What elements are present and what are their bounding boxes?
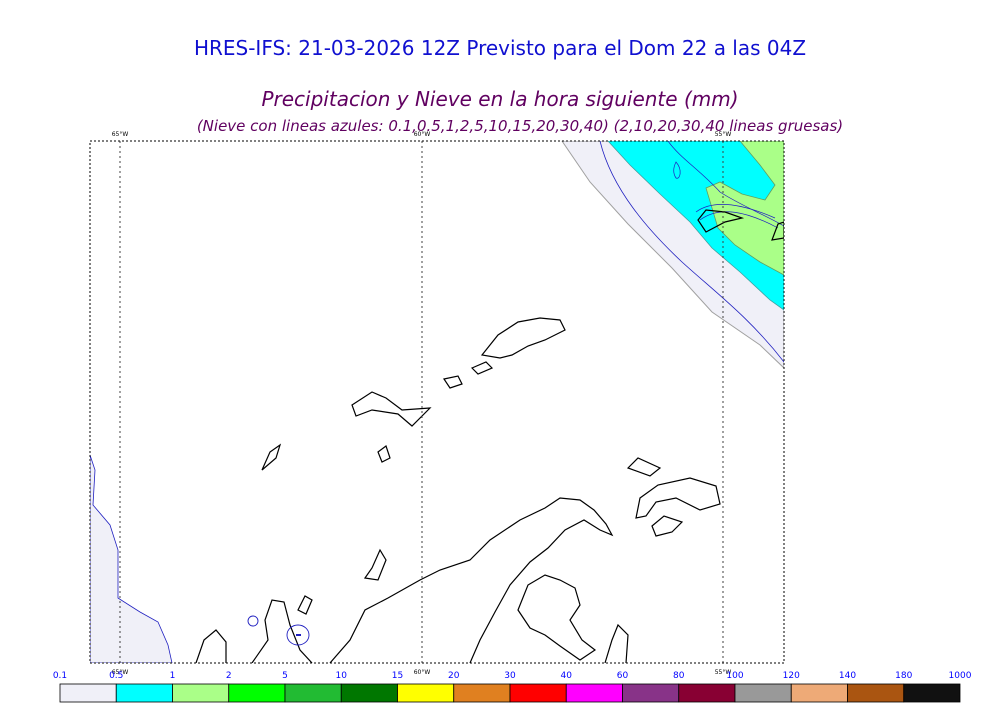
legend-swatch [903,683,961,703]
legend-label: 30 [504,671,516,681]
legend-swatch [172,683,230,703]
meridian-label-60w-bottom: 60°W [414,669,431,676]
legend-label: 60 [617,671,629,681]
legend-swatch [565,683,623,703]
snow-contour-line [599,141,784,363]
legend-swatch [115,683,173,703]
legend-label: 0.5 [109,671,123,681]
legend-label: 0.1 [53,671,67,681]
legend-swatch [453,683,511,703]
precip-area-cyan [607,141,784,311]
map-note: (Nieve con lineas azules: 0.1,0.5,1,2,5,… [196,117,844,135]
legend-label: 1 [170,671,176,681]
legend-label: 15 [392,671,403,681]
map-area [90,141,784,663]
snow-contour-line [695,203,779,229]
legend-swatch [790,683,848,703]
snow-contour-line [667,141,784,227]
legend-label: 120 [783,671,800,681]
map-subtitle: Precipitacion y Nieve en la hora siguien… [261,87,739,111]
legend-swatch [340,683,398,703]
legend-swatch [678,683,736,703]
legend-label: 10 [336,671,348,681]
legend-label: 180 [895,671,912,681]
legend-swatch [622,683,680,703]
legend-swatch [397,683,455,703]
precip-area-bottom-left [90,454,173,663]
legend-label: 5 [282,671,288,681]
legend-swatch [847,683,905,703]
legend-label: 40 [561,671,573,681]
legend-label: 80 [673,671,685,681]
legend-label: 20 [448,671,460,681]
legend-label: 100 [726,671,743,681]
meridian-lines [119,141,724,663]
map-title: HRES-IFS: 21-03-2026 12Z Previsto para e… [193,36,807,60]
coastlines [195,209,784,663]
meridian-label-60w: 60°W [414,131,431,138]
legend-label: 140 [839,671,856,681]
color-legend: 0.1 0.5 1 2 5 10 15 20 30 40 60 80 100 120 140 180 1000 [53,671,972,703]
meridian-label-65w-bottom: 65°W [112,669,129,676]
legend-swatch [59,683,117,703]
meridian-label-55w-bottom: 55°W [715,669,732,676]
snow-ring [286,624,310,646]
legend-swatch [509,683,567,703]
snow-contour-line [673,161,681,179]
snow-spot [296,634,301,636]
snow-ring [247,615,259,627]
legend-label: 1000 [949,671,972,681]
meridian-label-65w: 65°W [112,131,129,138]
legend-label: 2 [226,671,232,681]
meridian-label-55w: 55°W [715,131,732,138]
legend-swatch [734,683,792,703]
precip-area-green [705,141,784,276]
legend-swatch [284,683,342,703]
legend-swatch [228,683,286,703]
